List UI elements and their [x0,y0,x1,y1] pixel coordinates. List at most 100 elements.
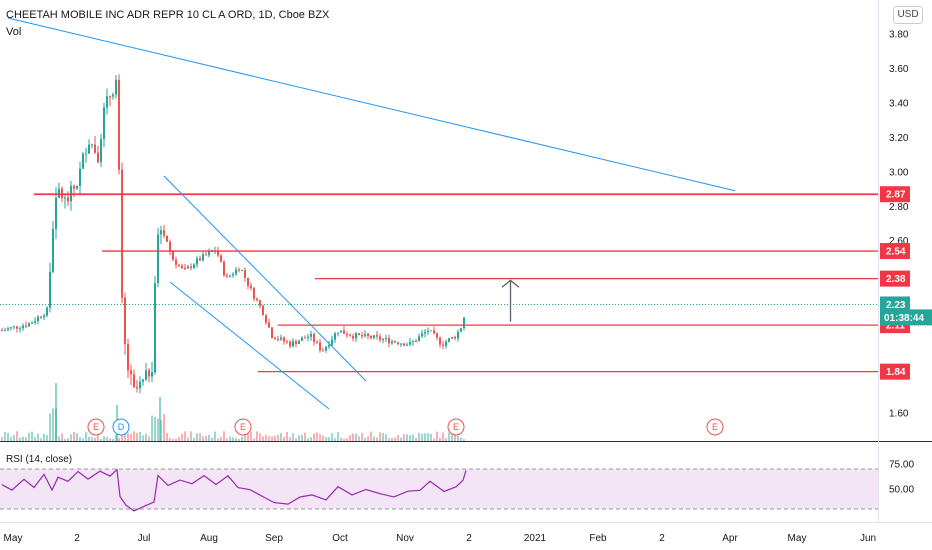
candle-body [79,168,81,186]
candle-body [352,336,354,339]
volume-bar [163,413,165,441]
volume-bar [31,431,33,441]
time-tick-label: 2 [659,533,665,544]
volume-bar [412,434,414,441]
candle-body [376,335,378,337]
time-tick-label: Sep [265,533,283,544]
candle-body [151,372,153,377]
volume-bar [55,383,57,441]
volume-bar [28,432,30,441]
volume-bar [454,431,456,441]
countdown-badge-text: 01:38:44 [884,313,924,324]
volume-bar [457,436,459,441]
volume-bar [82,438,84,441]
event-marker[interactable] [234,418,252,436]
level-badge [880,363,910,380]
candle-body [124,297,126,345]
volume-bar [451,434,453,441]
volume-bar [34,437,36,441]
candle-body [415,340,417,342]
volume-bar [223,431,225,441]
volume-bar [394,437,396,441]
candle-body [424,332,426,334]
volume-bar [232,437,234,441]
candle-body [16,326,18,329]
volume-bar [427,433,429,441]
level-badge [880,186,910,203]
volume-bar [37,433,39,441]
candle-body [433,330,435,334]
candle-body [40,316,42,318]
volume-bar [94,437,96,441]
volume-bar [367,436,369,441]
candle-body [421,333,423,337]
event-marker[interactable] [447,418,465,436]
candle-body [88,144,90,154]
candle-body [340,330,342,333]
candle-body [301,337,303,341]
candle-body [271,327,273,338]
currency-button[interactable]: USD [893,6,923,24]
volume-bar [292,433,294,441]
candle-body [145,370,147,380]
volume-bar [349,435,351,441]
candle-body [172,251,174,260]
time-tick-label: Jul [138,533,151,544]
price-tick-label: 3.20 [889,133,909,144]
descending-trend-line[interactable] [7,17,736,192]
candle-body [232,274,234,276]
candle-body [196,258,198,265]
candle-body [121,169,123,298]
candle-body [181,265,183,269]
event-marker[interactable] [112,418,130,436]
volume-bar [178,437,180,441]
target-arrow-head [501,279,520,288]
volume-bar [49,413,51,441]
current-price-badge-text: 2.23 [886,300,906,311]
candle-body [391,341,393,344]
candle-body [166,235,168,242]
candle-body [34,321,36,323]
volume-bar [97,435,99,441]
channel-lower-line[interactable] [169,281,330,410]
price-tick-label: 3.80 [889,30,909,41]
candle-body [37,316,39,322]
event-marker[interactable] [706,418,724,436]
volume-bar [229,436,231,441]
volume-bar [328,437,330,441]
candle-body [238,269,240,271]
volume-bar [226,438,228,441]
volume-bar [448,432,450,441]
volume-bar [268,436,270,441]
volume-bar [130,433,132,441]
candle-body [229,275,231,277]
price-tick-label: 3.00 [889,167,909,178]
candle-body [268,322,270,328]
volume-bar [154,416,156,441]
candle-body [103,107,105,140]
candle-body [97,152,99,163]
candle-body [427,330,429,333]
volume-bar [271,436,273,441]
candle-body [100,139,102,163]
volume-bar [334,438,336,441]
candle-body [154,283,156,373]
candle-body [418,336,420,342]
volume-bar [205,435,207,441]
volume-bar [19,437,21,441]
volume-bar [265,434,267,441]
rsi-tick-label: 75.00 [889,460,914,471]
volume-bar [25,437,27,441]
volume-bar [325,437,327,441]
candle-body [460,328,462,332]
candle-body [85,153,87,155]
event-marker[interactable] [87,418,105,436]
volume-bar [322,435,324,441]
volume-bar [310,437,312,441]
channel-upper-line[interactable] [163,175,367,382]
volume-bar [406,434,408,441]
candle-body [28,323,30,327]
volume-bar [244,432,246,441]
candle-body [13,326,15,328]
